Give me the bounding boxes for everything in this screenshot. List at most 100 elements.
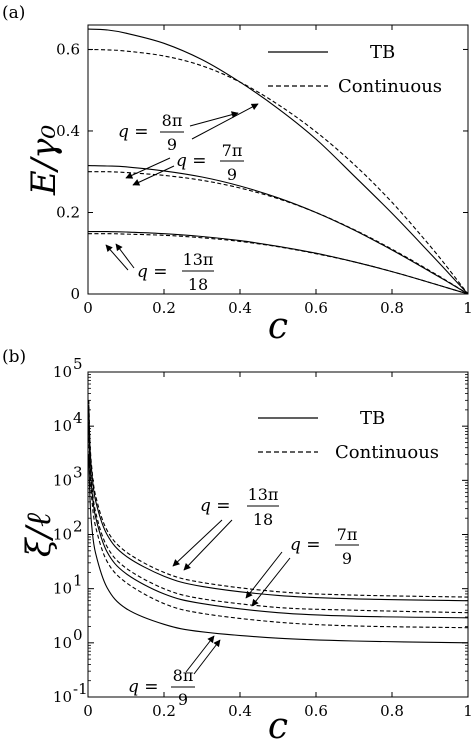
x-tick-label: 0.8 bbox=[380, 299, 404, 317]
annotation-arrow bbox=[245, 551, 283, 599]
y-tick-exponent: 5 bbox=[73, 355, 83, 373]
y-tick-label: 10 bbox=[53, 526, 72, 544]
x-tick-label: 0 bbox=[83, 702, 93, 720]
series-line-dashed bbox=[88, 416, 469, 614]
legend-label-tb-b: TB bbox=[360, 408, 385, 429]
annotation-denominator: 9 bbox=[167, 135, 177, 154]
annotation-arrow bbox=[193, 639, 221, 675]
x-tick-label: 1 bbox=[463, 702, 473, 720]
x-tick-label: 0 bbox=[83, 299, 93, 317]
annotation-arrow bbox=[105, 244, 129, 271]
annotation-denominator: 9 bbox=[227, 165, 237, 184]
annotation-arrow bbox=[185, 635, 215, 673]
y-tick-label: 0.4 bbox=[56, 122, 80, 140]
series-line-dashed bbox=[87, 48, 469, 295]
annotation-lhs: q = bbox=[128, 677, 159, 697]
series-lines-a bbox=[87, 28, 469, 295]
legend-label-continuous-a: Continuous bbox=[338, 76, 442, 97]
series-lines-b bbox=[88, 400, 469, 644]
annotation-arrow bbox=[132, 165, 175, 186]
y-tick-exponent: 2 bbox=[73, 518, 83, 536]
annotation-numerator: 7π bbox=[337, 525, 358, 544]
annotation-denominator: 9 bbox=[178, 690, 188, 709]
series-line-solid bbox=[88, 454, 469, 644]
annotation-denominator: 9 bbox=[342, 549, 352, 568]
annotation-numerator: 8π bbox=[173, 666, 194, 685]
annotation-numerator: 7π bbox=[222, 141, 243, 160]
annotation-lhs: q = bbox=[290, 535, 321, 555]
annotation-numerator: 13π bbox=[183, 250, 214, 269]
y-tick-label: 10 bbox=[53, 471, 72, 489]
x-tick-label: 0.6 bbox=[304, 299, 328, 317]
series-line-dashed bbox=[88, 400, 469, 598]
series-line-dashed bbox=[87, 171, 469, 295]
annotation-denominator: 18 bbox=[188, 275, 208, 294]
x-ticks-a: 0 0.2 0.4 0.6 0.8 1 bbox=[83, 25, 473, 317]
x-tick-label: 0.8 bbox=[380, 702, 404, 720]
annotation-q-8pi-9-a: q = 8π 9 bbox=[118, 103, 259, 154]
annotation-lhs: q = bbox=[200, 496, 231, 516]
x-tick-label: 0.2 bbox=[152, 299, 176, 317]
annotation-arrow bbox=[251, 557, 291, 607]
y-tick-label: 0.6 bbox=[56, 40, 80, 58]
x-ticks-b: 0 0.2 0.4 0.6 0.8 1 bbox=[83, 372, 473, 720]
plot-frame-a bbox=[87, 24, 469, 295]
y-axis-label-a: E/γ₀ bbox=[24, 125, 64, 197]
annotation-q-7pi-9-b: q = 7π 9 bbox=[245, 525, 359, 607]
y-tick-exponent: 3 bbox=[73, 463, 83, 481]
plot-frame-b bbox=[87, 371, 469, 698]
annotation-arrow bbox=[183, 519, 233, 571]
y-ticks-a: 0 0.2 0.4 0.6 bbox=[56, 40, 468, 303]
panel-label-b: (b) bbox=[2, 347, 26, 367]
annotation-arrow bbox=[191, 103, 259, 140]
legend-a: TB Continuous bbox=[268, 42, 442, 97]
annotation-arrow bbox=[125, 157, 171, 179]
legend-label-tb-a: TB bbox=[370, 42, 395, 63]
annotation-lhs: q = bbox=[176, 151, 207, 171]
panel-label-a: (a) bbox=[2, 3, 25, 23]
y-tick-exponent: 4 bbox=[73, 409, 83, 427]
y-tick-label: 10 bbox=[53, 363, 72, 381]
annotation-lhs: q = bbox=[137, 262, 168, 282]
x-tick-label: 0.2 bbox=[152, 702, 176, 720]
y-tick-label: 10 bbox=[53, 688, 72, 706]
y-tick-label: 10 bbox=[53, 417, 72, 435]
annotation-arrow bbox=[115, 243, 135, 269]
legend-label-continuous-b: Continuous bbox=[335, 442, 439, 463]
y-tick-label: 10 bbox=[53, 634, 72, 652]
annotation-q-13pi-18-a: q = 13π 18 bbox=[105, 243, 214, 294]
x-axis-label-b: c bbox=[268, 706, 288, 740]
panel-a: (a) 0 0.2 0.4 0.6 0.8 1 0 0.2 0.4 0.6 c E/γ₀ TB … bbox=[2, 3, 473, 347]
y-tick-label: 0 bbox=[70, 285, 80, 303]
y-axis-label-b: ξ/ℓ bbox=[19, 513, 59, 557]
annotation-q-8pi-9-b: q = 8π 9 bbox=[128, 635, 221, 709]
x-tick-label: 1 bbox=[463, 299, 473, 317]
annotation-arrow bbox=[172, 519, 223, 567]
y-tick-exponent: 0 bbox=[73, 626, 83, 644]
y-tick-exponent: -1 bbox=[73, 680, 88, 698]
series-line-solid bbox=[87, 28, 469, 295]
series-line-dashed bbox=[88, 431, 469, 629]
annotation-lhs: q = bbox=[118, 122, 149, 142]
annotation-denominator: 18 bbox=[253, 510, 273, 529]
annotation-numerator: 8π bbox=[162, 111, 183, 130]
y-tick-label: 10 bbox=[53, 580, 72, 598]
series-line-solid bbox=[87, 165, 469, 295]
legend-b: TB Continuous bbox=[258, 408, 439, 463]
y-tick-label: 0.2 bbox=[56, 203, 80, 221]
x-tick-label: 0.6 bbox=[304, 702, 328, 720]
x-tick-label: 0.4 bbox=[228, 702, 252, 720]
annotation-q-7pi-9-a: q = 7π 9 bbox=[125, 141, 244, 186]
annotation-arrow bbox=[189, 111, 239, 127]
series-line-solid bbox=[88, 421, 469, 619]
annotation-q-13pi-18-b: q = 13π 18 bbox=[172, 485, 279, 571]
y-tick-exponent: 1 bbox=[73, 572, 83, 590]
series-line-solid bbox=[88, 404, 469, 602]
x-tick-label: 0.4 bbox=[228, 299, 252, 317]
x-axis-label-a: c bbox=[268, 306, 288, 347]
series-line-dashed bbox=[87, 233, 469, 295]
annotation-numerator: 13π bbox=[248, 485, 279, 504]
